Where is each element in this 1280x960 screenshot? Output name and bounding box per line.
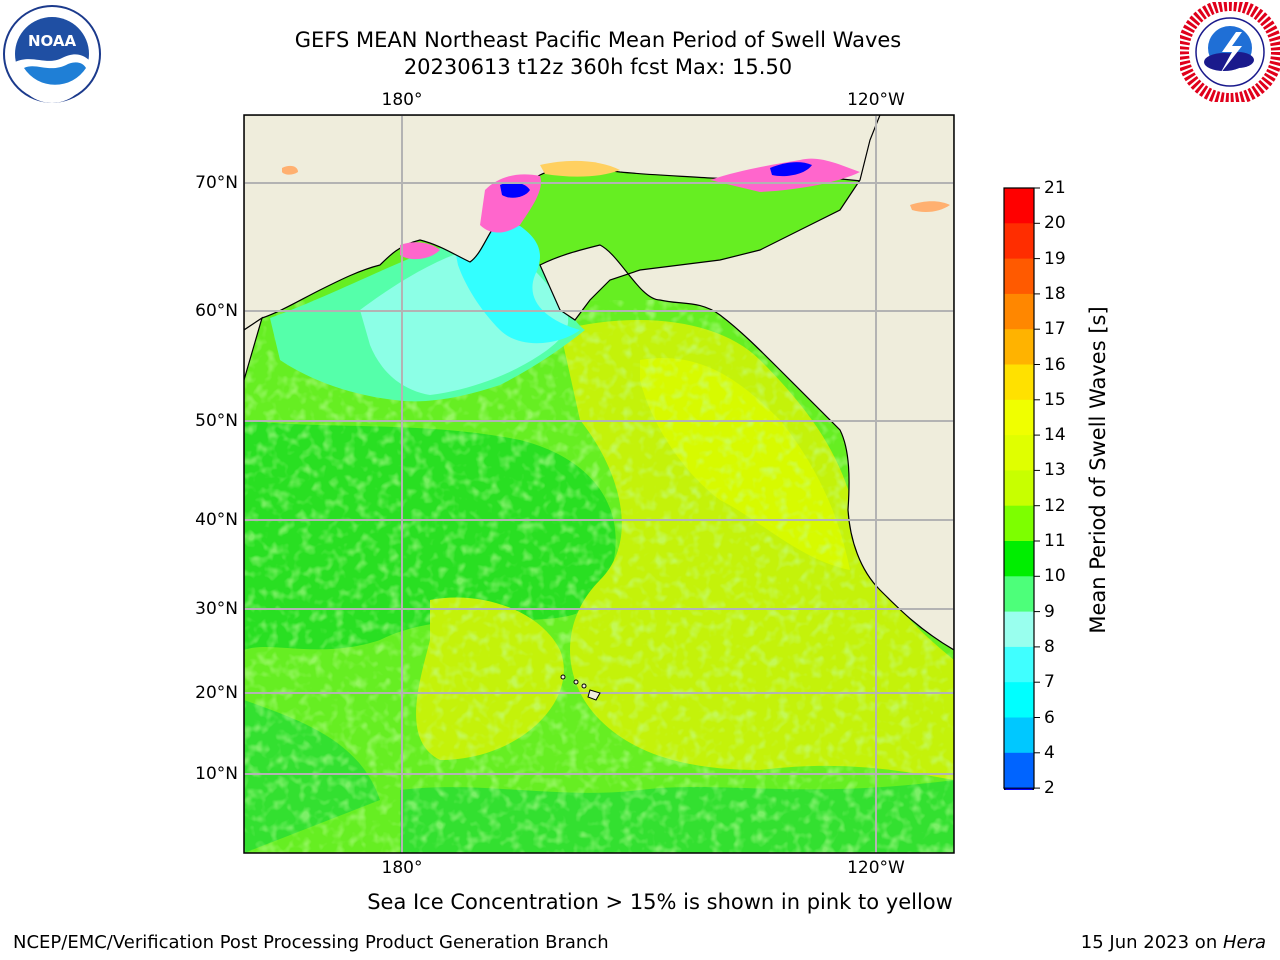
colorbar-tick-label: 15 (1044, 389, 1066, 410)
colorbar-tick-label: 17 (1044, 319, 1066, 340)
colorbar-tick-label: 4 (1044, 742, 1055, 763)
colorbar-block (1004, 541, 1034, 577)
colorbar-block (1004, 435, 1034, 471)
sea-ice-note: Sea Ice Concentration > 15% is shown in … (367, 890, 953, 914)
colorbar-tick-label: 2 (1044, 778, 1055, 799)
colorbar-tick-label: 8 (1044, 636, 1055, 657)
colorbar-block (1004, 752, 1034, 789)
colorbar-block (1004, 682, 1034, 718)
period-7s-region (455, 225, 580, 344)
colorbar-block (1004, 329, 1034, 365)
colorbar-block (1004, 364, 1034, 401)
nws-logo (1180, 2, 1280, 102)
colorbar (1003, 187, 1040, 790)
colorbar-tick-label: 18 (1044, 283, 1066, 304)
noaa-logo: NOAA (3, 5, 101, 103)
lat-tick-20n: 20°N (195, 683, 238, 703)
lat-tick-70n: 70°N (195, 173, 238, 193)
map-area (244, 115, 954, 853)
hawaiian-islands (560, 674, 601, 701)
colorbar-block (1004, 576, 1034, 613)
lat-tick-50n: 50°N (195, 411, 238, 431)
lon-tick-bottom-180: 180° (381, 858, 423, 878)
north-america-land (539, 115, 954, 651)
colorbar-block (1004, 717, 1034, 754)
lat-tick-40n: 40°N (195, 510, 238, 530)
colorbar-block (1004, 258, 1034, 295)
colorbar-tick-label: 20 (1044, 213, 1066, 234)
colorbar-tick-label: 12 (1044, 495, 1066, 516)
colorbar-block (1004, 505, 1034, 542)
chart-subtitle: 20230613 t12z 360h fcst Max: 15.50 (403, 55, 793, 79)
chart-title: GEFS MEAN Northeast Pacific Mean Period … (294, 28, 902, 52)
colorbar-under-arrow (1003, 787, 1035, 790)
lat-tick-60n: 60°N (195, 301, 238, 321)
colorbar-tick-marks (1034, 187, 1040, 789)
colorbar-block (1004, 188, 1034, 224)
colorbar-block (1004, 611, 1034, 648)
footer-date-text: 15 Jun 2023 on (1080, 932, 1223, 953)
colorbar-block (1004, 223, 1034, 260)
colorbar-frame (1003, 187, 1035, 790)
colorbar-tick-label: 21 (1044, 178, 1066, 198)
colorbar-tick-label: 10 (1044, 566, 1066, 587)
lon-tick-top-120w: 120°W (847, 90, 905, 110)
map-gridlines (244, 115, 954, 853)
colorbar-tick-label: 9 (1044, 601, 1055, 622)
footer-host: Hera (1222, 932, 1266, 953)
colorbar-tick-label: 14 (1044, 425, 1066, 446)
lon-tick-bottom-120w: 120°W (847, 858, 905, 878)
colorbar-blocks (1003, 187, 1035, 790)
lat-tick-30n: 30°N (195, 599, 238, 619)
colorbar-tick-label: 11 (1044, 531, 1066, 551)
lat-tick-10n: 10°N (195, 764, 238, 784)
colorbar-label: Mean Period of Swell Waves [s] (1086, 306, 1110, 634)
footer-credit: NCEP/EMC/Verification Post Processing Pr… (13, 932, 609, 953)
colorbar-block (1004, 399, 1034, 436)
colorbar-block (1004, 470, 1034, 507)
colorbar-tick-label: 13 (1044, 460, 1066, 481)
noaa-logo-text: NOAA (28, 32, 77, 50)
colorbar-block (1004, 293, 1034, 330)
footer-date: 15 Jun 2023 on Hera (1081, 932, 1266, 953)
colorbar-block (1004, 646, 1034, 683)
colorbar-tick-label: 7 (1044, 672, 1055, 693)
kamchatka-land (244, 316, 264, 381)
colorbar-tick-label: 16 (1044, 354, 1066, 375)
colorbar-tick-label: 6 (1044, 707, 1055, 728)
lon-tick-top-180: 180° (381, 90, 423, 110)
colorbar-tick-label: 19 (1044, 248, 1066, 269)
map-frame (243, 114, 955, 854)
